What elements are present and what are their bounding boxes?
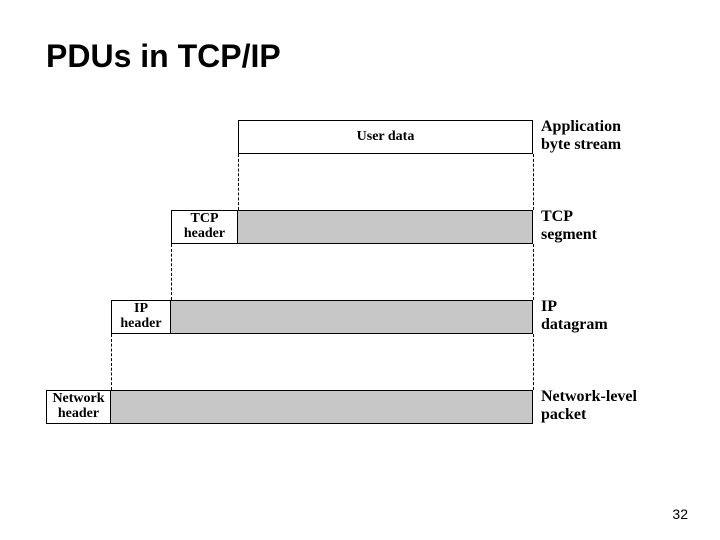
user-data-box: User data xyxy=(238,120,533,154)
guide-line-5 xyxy=(533,334,534,390)
guide-line-3 xyxy=(533,244,534,300)
pdu-diagram: User dataApplication byte stream TCP head… xyxy=(46,120,674,480)
slide-title: PDUs in TCP/IP xyxy=(46,38,281,75)
payload-box-row-1 xyxy=(238,210,533,244)
row-label-0: Application byte stream xyxy=(541,118,621,153)
row-label-3: Network-level packet xyxy=(541,388,637,423)
header-box-row-1: TCP header xyxy=(171,210,238,244)
guide-line-1 xyxy=(533,154,534,210)
row-label-1: TCP segment xyxy=(541,208,597,243)
header-box-row-2: IP header xyxy=(111,300,171,334)
guide-line-0 xyxy=(238,154,239,210)
guide-line-2 xyxy=(171,244,172,300)
row-label-2: IP datagram xyxy=(541,298,608,333)
payload-box-row-3 xyxy=(111,390,533,424)
page-number: 32 xyxy=(672,506,688,522)
payload-box-row-2 xyxy=(171,300,533,334)
guide-line-4 xyxy=(111,334,112,390)
header-box-row-3: Network header xyxy=(46,390,111,424)
